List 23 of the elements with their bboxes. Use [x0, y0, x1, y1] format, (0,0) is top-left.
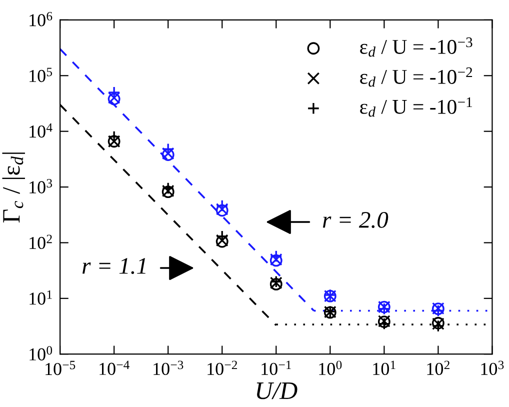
x-tick-label: 10$^{0}$: [319, 360, 342, 376]
y-tick-label: 10$^{4}$: [30, 123, 52, 138]
x-tick-label: 10$^{−3}$: [154, 360, 184, 376]
y-tick-label: 10$^{5}$: [30, 68, 52, 82]
x-tick-label: 10$^{3}$: [481, 360, 504, 376]
x-tick-label: 10$^{−1}$: [262, 360, 291, 376]
y-tick-label: 10$^{2}$: [30, 234, 52, 250]
x-tick-label: 10$^{−5}$: [46, 360, 76, 376]
y-tick-label: 10$^{6}$: [30, 12, 52, 26]
y-axis-title: Γ$_{c}$ / |ε$_{d}$|: [2, 152, 25, 223]
x-tick-label: 10$^{−2}$: [208, 360, 237, 376]
y-tick-label: 10$^{0}$: [30, 346, 52, 360]
legend-label: ε$_{d}$ / U = -10$^{−1}$: [360, 97, 472, 117]
annotation: r = 2.0: [322, 212, 388, 228]
x-tick-label: 10$^{1}$: [373, 360, 396, 376]
x-tick-label: 10$^{2}$: [427, 360, 450, 376]
annotation: r = 1.1: [82, 258, 146, 274]
y-tick-label: 10$^{1}$: [30, 290, 52, 305]
x-axis-title: U/D: [256, 382, 298, 400]
legend-label: ε$_{d}$ / U = -10$^{−3}$: [360, 37, 472, 57]
x-tick-label: 10$^{−4}$: [100, 360, 130, 375]
legend-label: ε$_{d}$ / U = -10$^{−2}$: [360, 67, 472, 87]
y-tick-label: 10$^{3}$: [30, 179, 52, 194]
